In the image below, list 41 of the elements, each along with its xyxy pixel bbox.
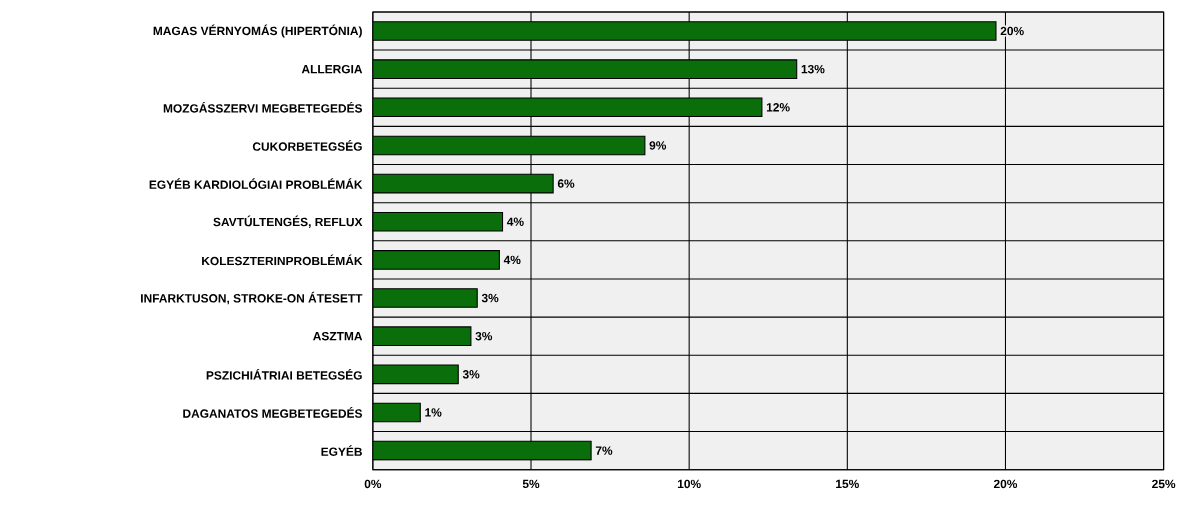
y-tick-label: ASZTMA [313,331,363,341]
bar [372,135,646,156]
y-tick-label: MAGAS VÉRNYOMÁS (HIPERTÓNIA) [153,24,362,38]
y-tick-label: PSZICHIÁTRIAI BETEGSÉG [206,368,362,380]
bar [372,440,592,461]
y-tick-label: SAVTÚLTENGÉS, REFLUX [213,215,363,228]
x-tick-label: 10% [677,479,701,489]
data-label: 13% [801,64,825,74]
bar [372,173,554,194]
y-tick-label: DAGANATOS MEGBETEGEDÉS [183,407,363,418]
data-label: 4% [503,255,521,265]
bar [372,211,504,232]
y-tick-label: MOZGÁSSZERVI MEGBETEGEDÉS [163,101,363,113]
x-tick-label: 25% [1152,479,1176,489]
data-label: 3% [481,293,499,303]
y-tick-label: EGYÉB [321,445,362,456]
bar [372,59,798,79]
bar [372,250,500,270]
data-label: 12% [766,103,790,112]
x-tick-label: 20% [993,479,1018,489]
x-tick-label: 0% [364,479,382,489]
data-label: 1% [425,408,442,417]
data-label: 6% [557,179,575,188]
data-label: 3% [475,331,493,341]
bar [372,326,472,346]
y-tick-label: INFARKTUSON, STROKE-ON ÁTESETT [141,291,363,305]
x-tick-label: 5% [522,479,540,489]
y-tick-label: EGYÉB KARDIOLÓGIAI PROBLÉMÁK [149,178,363,189]
bar [372,364,459,385]
data-label: 4% [506,217,524,226]
bar [372,21,997,41]
y-tick-label: ALLERGIA [301,64,363,74]
bar [372,288,478,308]
y-tick-label: KOLESZTERINPROBLÉMÁK [202,254,363,266]
x-tick-label: 15% [836,479,859,489]
data-label: 20% [1000,26,1024,36]
bar [372,97,763,118]
data-label: 9% [649,141,667,150]
data-label: 7% [595,446,613,455]
data-label: 3% [462,370,480,379]
y-tick-label: CUKORBETEGSÉG [252,140,362,151]
